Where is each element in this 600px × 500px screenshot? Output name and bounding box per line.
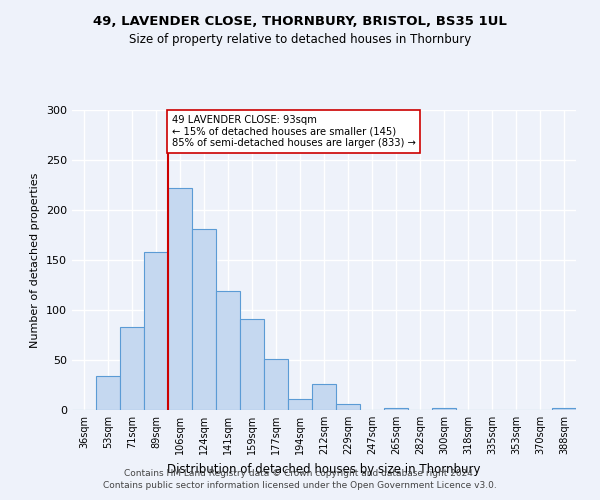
X-axis label: Distribution of detached houses by size in Thornbury: Distribution of detached houses by size … — [167, 462, 481, 475]
Bar — [120, 327, 144, 410]
Bar — [336, 404, 360, 410]
Bar — [552, 408, 576, 410]
Text: Size of property relative to detached houses in Thornbury: Size of property relative to detached ho… — [129, 32, 471, 46]
Bar — [144, 252, 168, 410]
Bar — [240, 319, 264, 410]
Text: 49, LAVENDER CLOSE, THORNBURY, BRISTOL, BS35 1UL: 49, LAVENDER CLOSE, THORNBURY, BRISTOL, … — [93, 15, 507, 28]
Bar — [168, 188, 192, 410]
Bar — [264, 359, 288, 410]
Bar — [432, 408, 456, 410]
Text: 49 LAVENDER CLOSE: 93sqm
← 15% of detached houses are smaller (145)
85% of semi-: 49 LAVENDER CLOSE: 93sqm ← 15% of detach… — [172, 115, 415, 148]
Bar — [216, 291, 240, 410]
Text: Contains HM Land Registry data © Crown copyright and database right 2024.: Contains HM Land Registry data © Crown c… — [124, 468, 476, 477]
Bar — [312, 384, 336, 410]
Bar — [384, 408, 408, 410]
Bar — [288, 399, 312, 410]
Bar — [96, 376, 120, 410]
Y-axis label: Number of detached properties: Number of detached properties — [31, 172, 40, 348]
Bar — [192, 229, 216, 410]
Text: Contains public sector information licensed under the Open Government Licence v3: Contains public sector information licen… — [103, 481, 497, 490]
